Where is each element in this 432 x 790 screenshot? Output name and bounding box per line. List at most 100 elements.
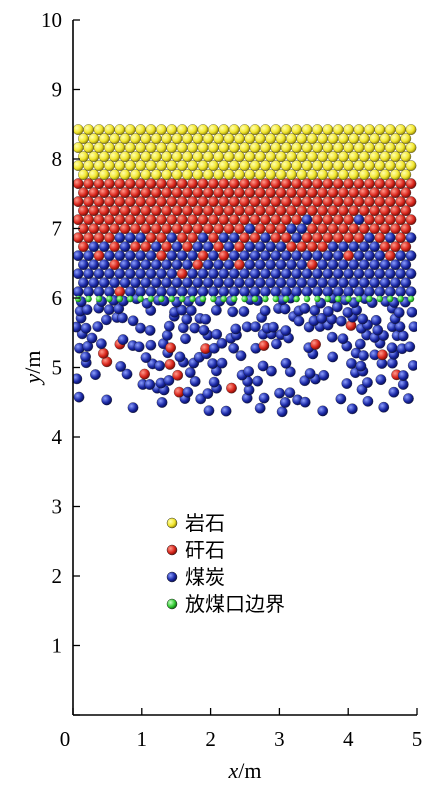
particle — [397, 370, 409, 381]
particle — [322, 178, 334, 189]
particle — [135, 178, 146, 189]
particle — [395, 196, 406, 207]
particle — [88, 151, 100, 162]
particle — [119, 205, 131, 216]
particle — [119, 187, 131, 198]
particle — [208, 250, 219, 262]
particle — [171, 151, 183, 162]
particle — [322, 142, 334, 153]
particle — [156, 397, 168, 408]
particle — [265, 187, 276, 198]
particle — [327, 259, 339, 271]
particle — [90, 369, 101, 380]
particle — [166, 286, 178, 298]
y-tick-label: 8 — [52, 147, 63, 171]
particle — [156, 286, 167, 298]
particle — [218, 268, 230, 280]
particle — [384, 196, 396, 207]
particle — [306, 151, 318, 162]
particle — [353, 178, 365, 189]
particle — [400, 241, 412, 253]
particle — [318, 370, 330, 381]
particle — [202, 169, 214, 180]
y-tick-label: 9 — [52, 78, 63, 102]
particle — [161, 151, 172, 162]
particle — [369, 151, 380, 162]
legend-marker — [166, 517, 178, 529]
particle — [343, 250, 354, 262]
particle — [275, 205, 287, 216]
particle — [279, 397, 291, 408]
particle — [98, 169, 110, 180]
particle — [135, 196, 146, 207]
particle — [260, 160, 271, 171]
particle — [171, 277, 183, 289]
particle — [114, 286, 126, 298]
particle — [98, 151, 110, 162]
particle — [338, 223, 349, 235]
particle — [374, 160, 386, 171]
particle — [343, 214, 354, 225]
particle — [182, 151, 193, 162]
particle — [348, 187, 360, 198]
particle — [234, 259, 245, 271]
particle — [135, 250, 146, 262]
particle — [78, 259, 89, 271]
particle — [166, 142, 178, 153]
boundary-particle — [324, 295, 331, 303]
particle — [228, 232, 240, 244]
particle — [296, 277, 308, 289]
particle — [228, 124, 240, 135]
particle — [213, 151, 224, 162]
particle — [306, 277, 318, 289]
particle — [113, 303, 125, 315]
particle — [197, 250, 209, 262]
particle — [390, 223, 401, 235]
particle — [78, 151, 89, 162]
particle — [317, 241, 328, 253]
particle — [130, 241, 141, 253]
particle — [400, 169, 412, 180]
particle — [176, 160, 188, 171]
particle — [291, 178, 302, 189]
particle — [291, 232, 302, 244]
particle — [384, 160, 396, 171]
particle — [286, 223, 297, 235]
particle — [176, 232, 188, 244]
particle — [198, 324, 210, 336]
particle — [119, 223, 131, 235]
particle — [150, 151, 162, 162]
particle — [192, 187, 204, 198]
particle — [93, 196, 105, 207]
particle — [145, 250, 157, 262]
particle — [395, 268, 406, 280]
particle — [270, 124, 282, 135]
particle — [176, 214, 188, 225]
particle — [145, 160, 157, 171]
particle — [317, 259, 328, 271]
particle — [343, 124, 354, 135]
particle — [208, 124, 219, 135]
particle — [364, 178, 375, 189]
y-tick-label: 7 — [52, 217, 63, 241]
particle — [286, 241, 297, 253]
particle — [119, 277, 131, 289]
particle — [353, 250, 365, 262]
particle — [109, 277, 120, 289]
particle — [182, 133, 193, 144]
particle — [98, 223, 110, 235]
particle — [301, 124, 313, 135]
particle — [114, 268, 126, 280]
particle — [156, 214, 167, 225]
particle — [124, 142, 136, 153]
particle — [338, 133, 349, 144]
particle — [104, 160, 115, 171]
particle — [394, 321, 406, 332]
particle — [163, 320, 175, 332]
particle — [265, 133, 276, 144]
particle — [150, 259, 162, 271]
particle — [296, 187, 308, 198]
particle — [379, 205, 391, 216]
particle — [249, 160, 261, 171]
particle — [395, 214, 406, 225]
